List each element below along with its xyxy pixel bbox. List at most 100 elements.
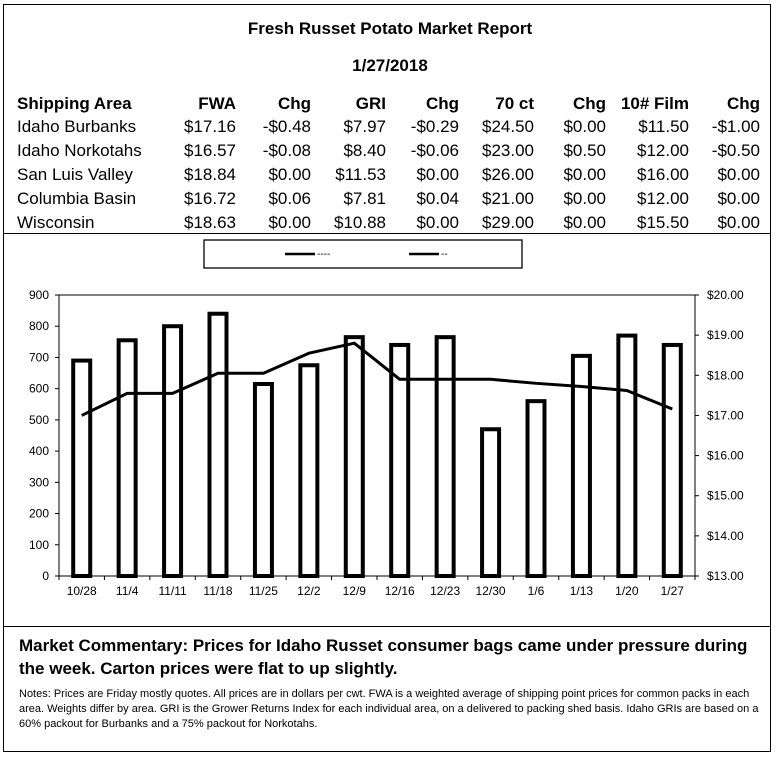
report-title: Fresh Russet Potato Market Report bbox=[247, 19, 533, 38]
y-left-tick-label: 700 bbox=[29, 350, 49, 364]
table-header-row: Shipping Area FWA Chg GRI Chg 70 ct Chg 10# Fil… bbox=[17, 92, 760, 115]
price-cell: $8.40 bbox=[343, 141, 386, 160]
shipping-area-cell: Idaho Burbanks bbox=[17, 117, 137, 136]
price-cell: $0.00 bbox=[416, 165, 459, 184]
shipping-area-cell: San Luis Valley bbox=[17, 165, 133, 184]
bar bbox=[71, 358, 93, 578]
x-tick-label: 1/6 bbox=[528, 584, 545, 598]
price-cell: -$0.06 bbox=[410, 141, 459, 160]
column-header: GRI bbox=[355, 93, 386, 113]
table-row: Idaho Norkotahs $16.57 -$0.08 $8.40 -$0.06 $2… bbox=[17, 139, 760, 163]
price-cell: $12.00 bbox=[637, 141, 689, 160]
table-row: San Luis Valley $18.84 $0.00 $11.53 $0.00 $26… bbox=[17, 163, 760, 187]
x-tick-label: 1/13 bbox=[570, 584, 594, 598]
price-cell: $0.00 bbox=[717, 189, 760, 208]
price-cell: $7.81 bbox=[343, 189, 386, 208]
price-cell: $11.50 bbox=[638, 117, 689, 136]
price-cell: $7.97 bbox=[343, 117, 386, 136]
y-right-tick-label: $18.00 bbox=[707, 368, 744, 382]
price-cell: $10.88 bbox=[334, 213, 386, 232]
price-cell: $29.00 bbox=[482, 213, 534, 232]
price-cell: $0.00 bbox=[563, 213, 606, 232]
column-header: Chg bbox=[726, 93, 760, 113]
y-right-tick-label: $13.00 bbox=[707, 569, 744, 583]
bar bbox=[434, 335, 456, 579]
y-left-tick-label: 500 bbox=[29, 413, 49, 427]
price-cell: $18.84 bbox=[184, 165, 236, 184]
y-left-tick-label: 300 bbox=[29, 475, 49, 489]
price-cell: $0.00 bbox=[563, 189, 606, 208]
x-tick-label: 10/28 bbox=[67, 584, 97, 598]
bar bbox=[207, 311, 229, 578]
price-cell: $0.00 bbox=[268, 165, 311, 184]
price-cell: $23.00 bbox=[482, 141, 534, 160]
price-cell: $0.00 bbox=[416, 213, 459, 232]
bar bbox=[480, 427, 502, 578]
bar bbox=[525, 399, 547, 578]
price-cell: $15.50 bbox=[637, 213, 689, 232]
x-tick-label: 12/2 bbox=[297, 584, 321, 598]
table-row: Columbia Basin $16.72 $0.06 $7.81 $0.04 $21.0… bbox=[17, 187, 760, 211]
bar bbox=[116, 338, 138, 579]
y-right-tick-label: $17.00 bbox=[707, 408, 744, 422]
bar bbox=[343, 335, 365, 579]
price-cell: -$0.29 bbox=[410, 117, 459, 136]
legend bbox=[203, 239, 523, 269]
column-header: FWA bbox=[198, 93, 236, 113]
shipping-area-cell: Idaho Norkotahs bbox=[17, 141, 142, 160]
column-header: 70 ct bbox=[495, 93, 534, 113]
y-right-tick-label: $14.00 bbox=[707, 529, 744, 543]
x-tick-label: 11/25 bbox=[249, 584, 278, 598]
y-right-tick-label: $16.00 bbox=[707, 449, 744, 463]
report-frame bbox=[3, 4, 771, 752]
bar bbox=[252, 381, 274, 578]
price-cell: $0.00 bbox=[717, 213, 760, 232]
price-cell: $16.57 bbox=[184, 141, 236, 160]
y-left-tick-label: 400 bbox=[29, 444, 49, 458]
price-cell: -$0.50 bbox=[711, 141, 760, 160]
y-right-tick-label: $20.00 bbox=[707, 288, 744, 302]
legend-line-label: -- bbox=[441, 249, 448, 260]
x-tick-label: 11/18 bbox=[203, 584, 232, 598]
price-cell: $18.63 bbox=[184, 213, 236, 232]
legend-bar-label: ---- bbox=[317, 249, 330, 260]
price-cell: $0.00 bbox=[268, 213, 311, 232]
shipping-area-cell: Wisconsin bbox=[17, 213, 95, 232]
bar bbox=[298, 363, 320, 578]
x-tick-label: 12/9 bbox=[343, 584, 367, 598]
x-tick-label: 11/4 bbox=[116, 584, 139, 598]
price-cell: -$1.00 bbox=[711, 117, 760, 136]
price-cell: $0.06 bbox=[268, 189, 311, 208]
bar bbox=[661, 342, 683, 579]
price-cell: $17.16 bbox=[184, 117, 236, 136]
price-line bbox=[81, 341, 673, 417]
column-header: Chg bbox=[277, 93, 311, 113]
price-cell: $24.50 bbox=[482, 117, 534, 136]
price-cell: $0.00 bbox=[563, 117, 606, 136]
price-cell: $0.00 bbox=[717, 165, 760, 184]
table-row: Idaho Burbanks $17.16 -$0.48 $7.97 -$0.29 $24… bbox=[17, 115, 760, 139]
price-cell: $0.00 bbox=[563, 165, 606, 184]
y-right-tick-label: $19.00 bbox=[707, 328, 744, 342]
price-cell: $21.00 bbox=[482, 189, 534, 208]
plot-area bbox=[58, 294, 696, 577]
notes: Notes: Prices are Friday mostly quotes. … bbox=[19, 688, 759, 730]
y-left-tick-label: 900 bbox=[29, 288, 49, 302]
column-header: Shipping Area bbox=[17, 93, 132, 113]
x-tick-label: 12/23 bbox=[430, 584, 460, 598]
y-left-tick-label: 800 bbox=[29, 319, 49, 333]
divider bbox=[3, 233, 771, 234]
table-row: Wisconsin $18.63 $0.00 $10.88 $0.00 $29.00 $0.… bbox=[17, 211, 760, 235]
y-left-tick-label: 0 bbox=[42, 569, 49, 583]
price-cell: -$0.08 bbox=[262, 141, 311, 160]
y-left-tick-label: 100 bbox=[29, 538, 49, 552]
price-cell: $16.00 bbox=[637, 165, 689, 184]
x-tick-label: 1/20 bbox=[615, 584, 639, 598]
bar bbox=[570, 353, 592, 578]
x-tick-label: 1/27 bbox=[661, 584, 685, 598]
price-cell: $12.00 bbox=[637, 189, 689, 208]
report-date: 1/27/2018 bbox=[352, 56, 428, 75]
column-header: Chg bbox=[572, 93, 606, 113]
price-cell: -$0.48 bbox=[262, 117, 311, 136]
bar bbox=[616, 333, 638, 579]
